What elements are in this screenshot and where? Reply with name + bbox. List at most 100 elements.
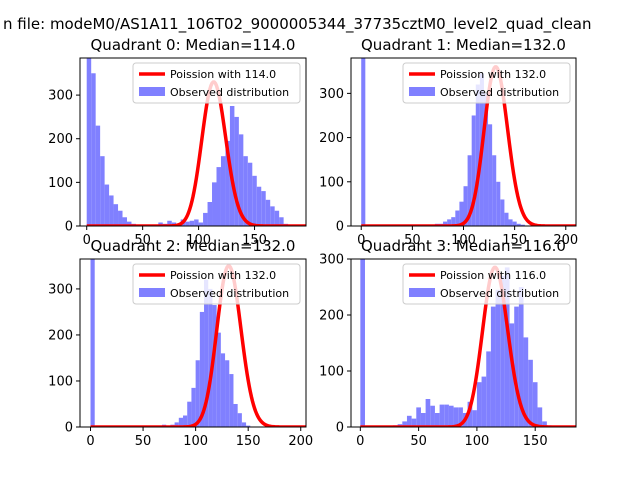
histogram-bar <box>514 306 519 427</box>
histogram-bar <box>189 220 195 226</box>
histogram-bar <box>241 422 247 427</box>
histogram-bar <box>459 201 464 226</box>
histogram-bar <box>237 413 242 427</box>
legend-entry-poisson: Poission with 132.0 <box>170 269 276 282</box>
histogram-bar <box>86 58 92 226</box>
histogram-bar <box>416 407 421 427</box>
histogram-bar <box>481 376 487 427</box>
histogram-bar <box>447 219 452 226</box>
x-tick-label: 100 <box>451 233 476 248</box>
x-tick-label: 0 <box>83 233 91 248</box>
histogram-bar <box>212 305 217 427</box>
histogram-bar <box>483 93 489 226</box>
histogram-bar <box>225 360 230 427</box>
legend-entry-observed: Observed distribution <box>170 86 289 99</box>
y-tick-label: 0 <box>65 421 73 436</box>
histogram-bar <box>178 417 184 427</box>
histogram-bar <box>208 288 213 427</box>
histogram-bar <box>265 199 271 226</box>
histogram-bar <box>455 210 460 226</box>
histogram-bar <box>204 279 209 427</box>
histogram-bar <box>216 167 221 226</box>
chart-panel-3: 0 50 100 150 0 100 200 300 Quadrant 3: Median=11… <box>319 237 577 449</box>
histogram-bar <box>274 210 280 226</box>
x-tick-label: 50 <box>410 434 427 449</box>
legend-patch-swatch <box>139 87 165 96</box>
histogram-bar <box>229 106 235 226</box>
histogram-bar <box>229 374 234 427</box>
legend-box <box>132 62 301 104</box>
y-tick-label: 100 <box>48 374 73 389</box>
histogram-bar <box>439 404 445 427</box>
histogram-bar <box>509 323 515 427</box>
histogram-bar <box>216 332 221 427</box>
legend: Poission with 114.0 Observed distribution <box>132 62 301 104</box>
x-tick-label: 200 <box>553 233 578 248</box>
x-tick-label: 100 <box>183 434 208 449</box>
histogram-bar <box>220 353 226 427</box>
histogram-bar <box>191 387 196 427</box>
histogram-bar <box>126 221 132 226</box>
x-tick-label: 50 <box>135 434 152 449</box>
axes-frame <box>79 57 307 227</box>
chart-title: Quadrant 1: Median=132.0 <box>361 36 566 54</box>
legend-patch-swatch <box>409 288 435 297</box>
y-tick-label: 100 <box>319 365 344 380</box>
histogram-bar <box>104 184 110 226</box>
histogram-bar <box>467 401 473 427</box>
histogram-bar <box>203 212 208 226</box>
axes-frame <box>79 258 307 428</box>
y-tick-label: 100 <box>319 175 344 190</box>
histogram-bar <box>270 206 275 226</box>
y-tick-label: 200 <box>319 131 344 146</box>
histogram-bar <box>402 421 407 427</box>
histogram-bar <box>243 156 248 226</box>
chart-panel-0: 0 50 100 150 0 100 200 300 Quadrant 0: Median=11… <box>48 36 307 248</box>
chart-title: Quadrant 2: Median=132.0 <box>91 237 296 255</box>
legend-box <box>402 263 571 305</box>
legend-entry-poisson: Poission with 114.0 <box>170 68 276 81</box>
histogram-bar <box>476 382 482 427</box>
histogram-bar <box>490 306 496 427</box>
legend-box <box>132 263 301 305</box>
x-tick-label: 100 <box>464 434 489 449</box>
histogram-bar <box>444 404 449 427</box>
poisson-curve <box>89 264 306 427</box>
histogram-bar <box>537 407 543 427</box>
histogram-bar <box>100 156 105 226</box>
histogram-bar <box>109 195 114 226</box>
x-tick-label: 0 <box>356 434 364 449</box>
y-tick-label: 200 <box>319 309 344 324</box>
histogram-bar <box>198 222 204 226</box>
y-tick-label: 300 <box>319 253 344 268</box>
chart-title: Quadrant 3: Median=116.0 <box>361 237 566 255</box>
axes-frame <box>350 258 577 428</box>
histogram-bar <box>492 155 497 226</box>
histogram-bar <box>212 182 217 226</box>
y-tick-label: 0 <box>336 220 344 235</box>
histogram-bar <box>471 115 476 226</box>
x-tick-label: 0 <box>86 434 94 449</box>
y-tick-label: 0 <box>336 421 344 436</box>
x-tick-label: 150 <box>242 233 267 248</box>
x-tick-label: 150 <box>523 434 548 449</box>
x-tick-label: 150 <box>502 233 527 248</box>
histogram-bar <box>95 125 101 226</box>
legend-entry-observed: Observed distribution <box>170 287 289 300</box>
histogram-bar <box>472 410 477 427</box>
histogram-bar <box>475 84 480 226</box>
legend: Poission with 132.0 Observed distribution <box>402 62 571 104</box>
histogram-bar <box>411 418 417 427</box>
y-tick-label: 200 <box>48 328 73 343</box>
histogram-bar <box>520 224 525 226</box>
chart-panel-2: 0 50 100 150 200 0 100 200 300 Quadrant 2: Median… <box>48 237 313 449</box>
legend-entry-observed: Observed distribution <box>440 86 559 99</box>
y-tick-label: 0 <box>65 220 73 235</box>
histogram-bar <box>518 287 524 427</box>
histogram-bar <box>225 140 230 226</box>
histogram-bar <box>488 124 493 226</box>
y-tick-label: 100 <box>48 176 73 191</box>
histogram-bar <box>195 360 200 427</box>
legend-box <box>402 62 571 104</box>
histogram-bar <box>122 217 127 226</box>
